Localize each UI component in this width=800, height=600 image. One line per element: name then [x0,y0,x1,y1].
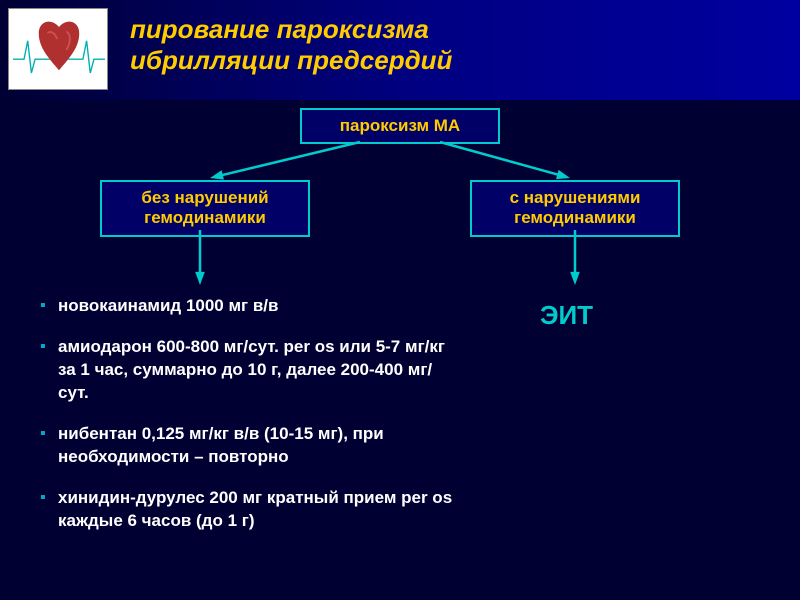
list-item: амиодарон 600-800 мг/сут. per os или 5-7… [40,336,460,405]
eit-label: ЭИТ [540,300,593,331]
title-line-2: ибрилляции предсердий [130,45,452,76]
list-item: новокаинамид 1000 мг в/в [40,295,460,318]
drug-list: новокаинамид 1000 мг в/в амиодарон 600-8… [40,295,460,551]
list-item: нибентан 0,125 мг/кг в/в (10-15 мг), при… [40,423,460,469]
title-line-1: пирование пароксизма [130,14,452,45]
heart-icon [8,8,108,90]
slide-title: пирование пароксизма ибрилляции предсерд… [130,14,452,76]
list-item: хинидин-дурулес 200 мг кратный прием per… [40,487,460,533]
content-area: пароксизм МА без нарушений гемодинамики … [0,100,800,600]
